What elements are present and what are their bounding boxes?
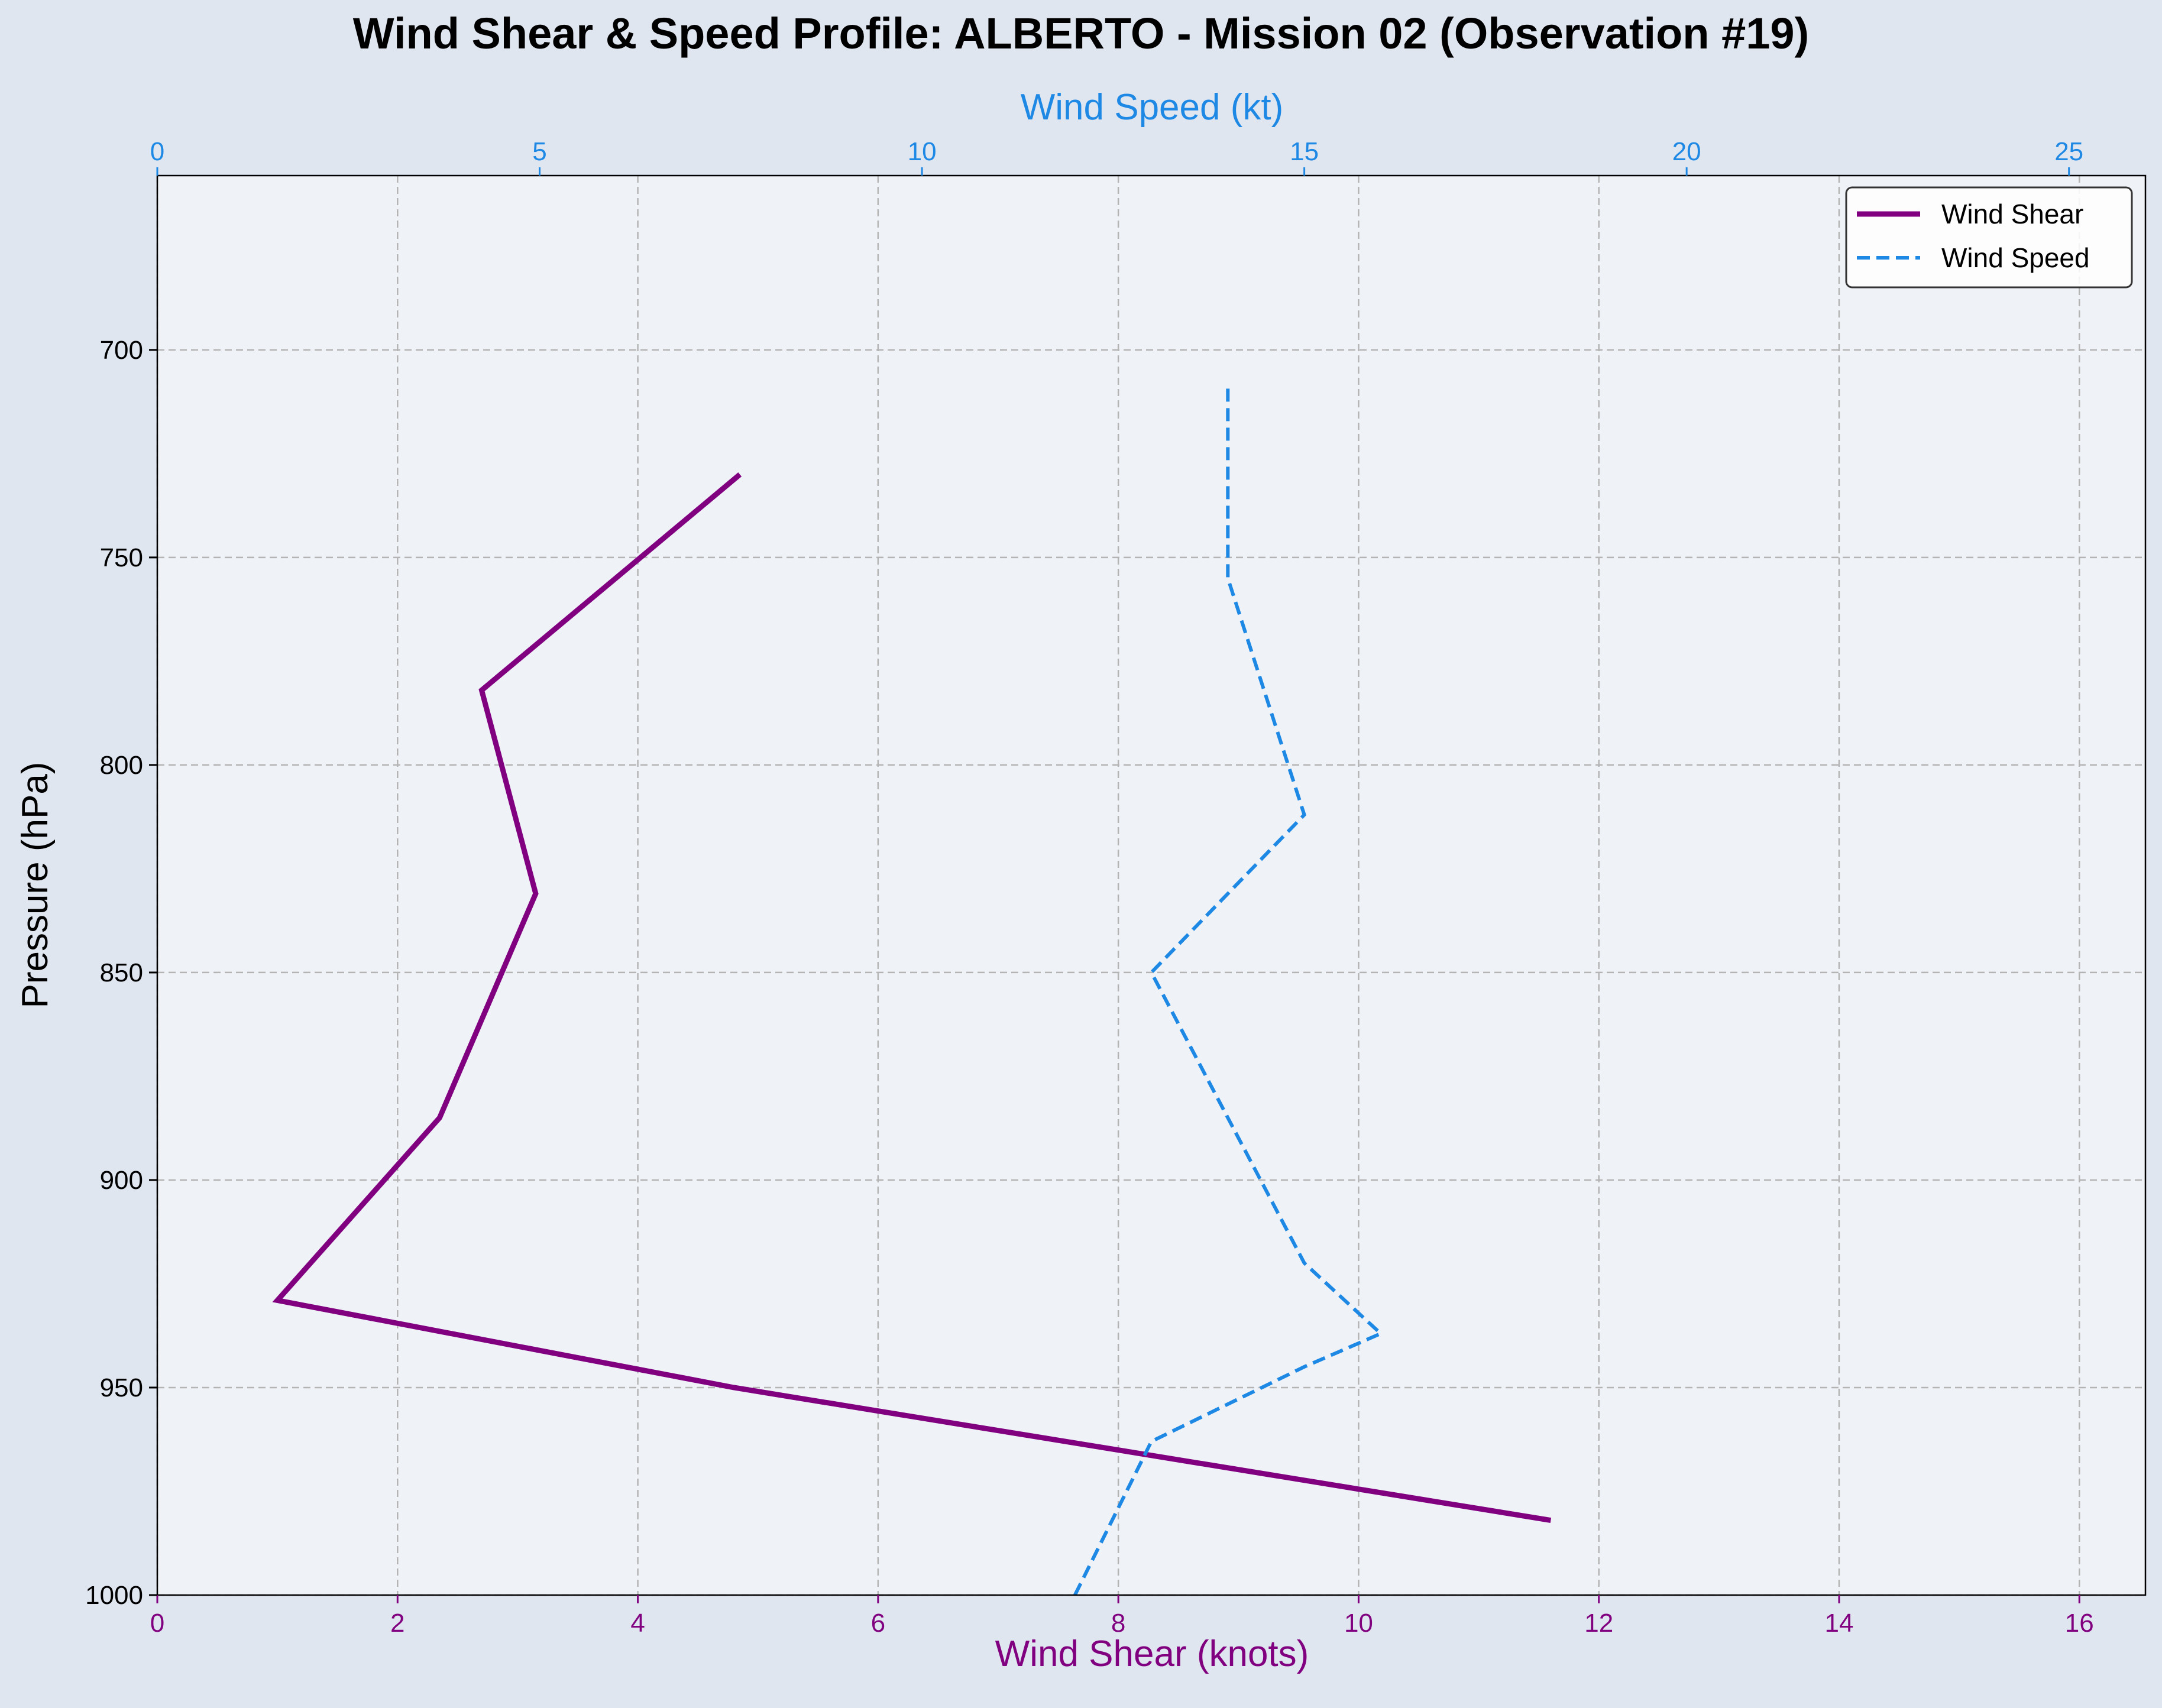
y-tick-label: 850 [100, 958, 143, 987]
legend-wind-speed-label: Wind Speed [1941, 242, 2090, 273]
y-tick-label: 750 [100, 543, 143, 572]
bottom-x-tick-label: 0 [150, 1609, 164, 1638]
y-tick-label: 950 [100, 1373, 143, 1402]
bottom-x-tick-label: 2 [390, 1609, 404, 1638]
top-x-axis-label: Wind Speed (kt) [1021, 87, 1284, 128]
y-tick-label: 900 [100, 1166, 143, 1195]
wind-shear-line [272, 472, 1552, 1524]
top-x-tick-label: 0 [150, 137, 164, 166]
top-x-tick-label: 10 [908, 137, 937, 166]
y-tick-label: 1000 [85, 1581, 143, 1610]
legend: Wind Shear Wind Speed [1845, 186, 2133, 289]
bottom-x-tick-label: 14 [1825, 1609, 1854, 1638]
y-tick-label: 700 [100, 336, 143, 365]
y-axis-label: Pressure (hPa) [15, 762, 56, 1009]
top-x-tick-label: 5 [532, 137, 546, 166]
top-x-tick-label: 20 [1672, 137, 1701, 166]
bottom-x-axis-label: Wind Shear (knots) [995, 1634, 1309, 1674]
top-x-tick-label: 15 [1290, 137, 1319, 166]
legend-wind-shear-label: Wind Shear [1941, 199, 2083, 229]
bottom-x-tick-label: 12 [1584, 1609, 1613, 1638]
bottom-x-tick-label: 16 [2065, 1609, 2094, 1638]
plot-frame [156, 174, 2147, 1596]
bottom-x-tick-label: 6 [871, 1609, 885, 1638]
grid [156, 176, 2145, 1596]
bottom-x-tick-label: 10 [1344, 1609, 1373, 1638]
y-tick-label: 800 [100, 751, 143, 780]
chart-title: Wind Shear & Speed Profile: ALBERTO - Mi… [353, 9, 1809, 58]
top-x-tick-label: 25 [2054, 137, 2083, 166]
plot-area [157, 176, 2145, 1595]
axes: 0 2 4 6 8 10 12 14 16 0 5 10 15 20 25 700 750 800 850 900 95… [85, 137, 2094, 1638]
wind-speed-line [1073, 383, 1384, 1596]
bottom-x-tick-label: 8 [1111, 1609, 1125, 1638]
series-layer [272, 383, 1552, 1596]
bottom-x-tick-label: 4 [630, 1609, 645, 1638]
